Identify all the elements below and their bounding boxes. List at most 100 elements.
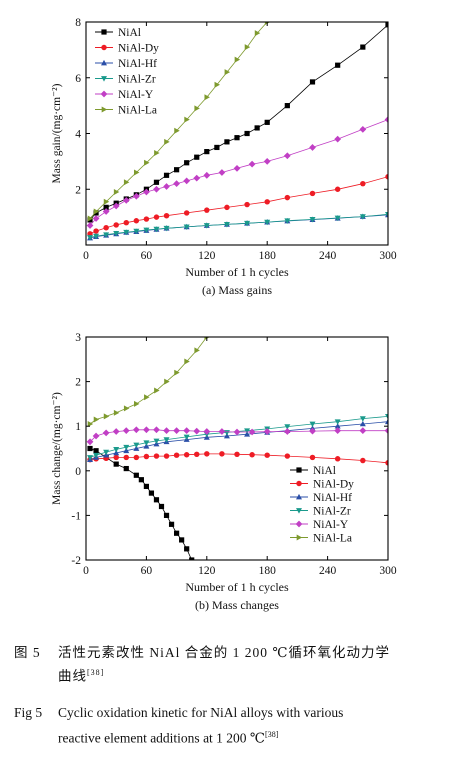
legend-marker — [101, 76, 107, 82]
data-point — [194, 347, 200, 354]
data-point — [163, 453, 170, 459]
data-point — [93, 233, 100, 240]
data-point — [385, 22, 388, 28]
data-point — [122, 197, 130, 204]
legend-marker — [101, 106, 108, 113]
legend-item: NiAl-Dy — [290, 479, 354, 491]
data-point — [112, 202, 120, 210]
y-tick-label: 4 — [75, 129, 81, 141]
caption-text-en-line1: Cyclic oxidation kinetic for NiAl alloys… — [58, 705, 344, 720]
data-point — [334, 456, 341, 462]
data-point — [224, 204, 230, 211]
data-point — [234, 135, 240, 141]
data-point — [173, 180, 180, 188]
data-point — [143, 216, 150, 222]
legend-item: NiAl — [95, 27, 141, 39]
legend: NiAl NiAl-Dy NiAl-Hf NiAl-Zr NiAl-Y NiAl-La — [95, 27, 159, 117]
series-line — [89, 429, 388, 443]
data-point — [154, 150, 160, 157]
legend-label: NiAl-Hf — [118, 58, 157, 70]
data-point — [204, 149, 210, 155]
data-point — [248, 160, 256, 168]
data-point — [224, 69, 231, 76]
y-tick-label: 1 — [75, 421, 81, 433]
data-point — [133, 218, 140, 224]
x-tick-label: 180 — [259, 250, 277, 262]
x-tick-label: 300 — [379, 565, 397, 577]
data-point — [133, 445, 140, 451]
data-point — [112, 428, 120, 435]
data-point — [234, 451, 240, 458]
data-point — [384, 116, 388, 123]
data-point — [203, 428, 211, 435]
legend-item: NiAl-Y — [290, 519, 349, 531]
data-point — [224, 139, 230, 145]
data-point — [183, 434, 190, 441]
data-point — [263, 428, 271, 435]
data-point — [335, 62, 341, 68]
legend-marker — [295, 520, 303, 528]
data-point — [103, 232, 110, 238]
data-point — [284, 194, 291, 201]
legend-label: NiAl-Zr — [118, 74, 156, 86]
legend-item: NiAl-La — [290, 533, 352, 545]
series-nial-y — [86, 116, 388, 229]
data-point — [264, 219, 271, 226]
data-point — [113, 461, 119, 467]
data-point — [244, 44, 251, 51]
legend-label: NiAl-La — [118, 105, 157, 117]
data-point — [103, 224, 109, 231]
data-point — [254, 30, 261, 37]
data-point — [163, 213, 170, 219]
legend-label: NiAl-Y — [313, 519, 349, 531]
data-point — [264, 199, 270, 205]
x-tick-label: 120 — [198, 565, 216, 577]
y-tick-label: 8 — [75, 17, 81, 29]
y-tick-label: -2 — [71, 555, 81, 567]
data-point — [309, 454, 316, 461]
data-point — [133, 472, 139, 478]
data-point — [385, 173, 388, 180]
data-point — [143, 483, 149, 490]
legend-item: NiAl — [290, 465, 336, 477]
caption-label-cn: 图 5 — [14, 645, 41, 660]
data-point — [93, 452, 100, 459]
data-point — [113, 449, 120, 456]
legend-item: NiAl-Hf — [290, 492, 352, 504]
data-point — [194, 154, 200, 160]
legend-marker — [296, 508, 302, 514]
data-point — [102, 208, 110, 215]
data-point — [184, 116, 190, 123]
data-point — [284, 424, 291, 430]
legend-label: NiAl-Zr — [313, 506, 351, 518]
data-point — [87, 215, 94, 222]
data-point — [193, 174, 201, 182]
x-tick-label: 300 — [379, 250, 397, 262]
legend-marker — [101, 59, 107, 66]
data-point — [194, 105, 200, 112]
data-point — [93, 208, 100, 215]
data-point — [153, 426, 160, 434]
chart-panel-a: 0 60 120 180 240 300 2 4 6 8 Number of 1 h cycles M… — [0, 0, 450, 310]
data-point — [123, 229, 130, 236]
data-point — [133, 400, 140, 407]
data-point — [309, 190, 316, 197]
data-point — [193, 427, 201, 435]
data-point — [203, 171, 211, 179]
data-point — [132, 192, 140, 200]
legend-item: NiAl-Dy — [95, 43, 159, 55]
data-point — [284, 103, 290, 109]
data-point — [284, 218, 291, 224]
data-point — [204, 207, 210, 213]
x-tick-label: 240 — [319, 250, 337, 262]
data-point — [153, 438, 160, 445]
series-nial-dy — [87, 451, 388, 466]
data-point — [244, 431, 251, 437]
series-nial-dy — [87, 173, 388, 237]
data-point — [189, 557, 195, 560]
data-point — [334, 419, 341, 425]
data-point — [143, 453, 150, 460]
data-point — [309, 421, 316, 428]
legend-item: NiAl-Zr — [95, 74, 156, 86]
data-point — [334, 215, 341, 222]
